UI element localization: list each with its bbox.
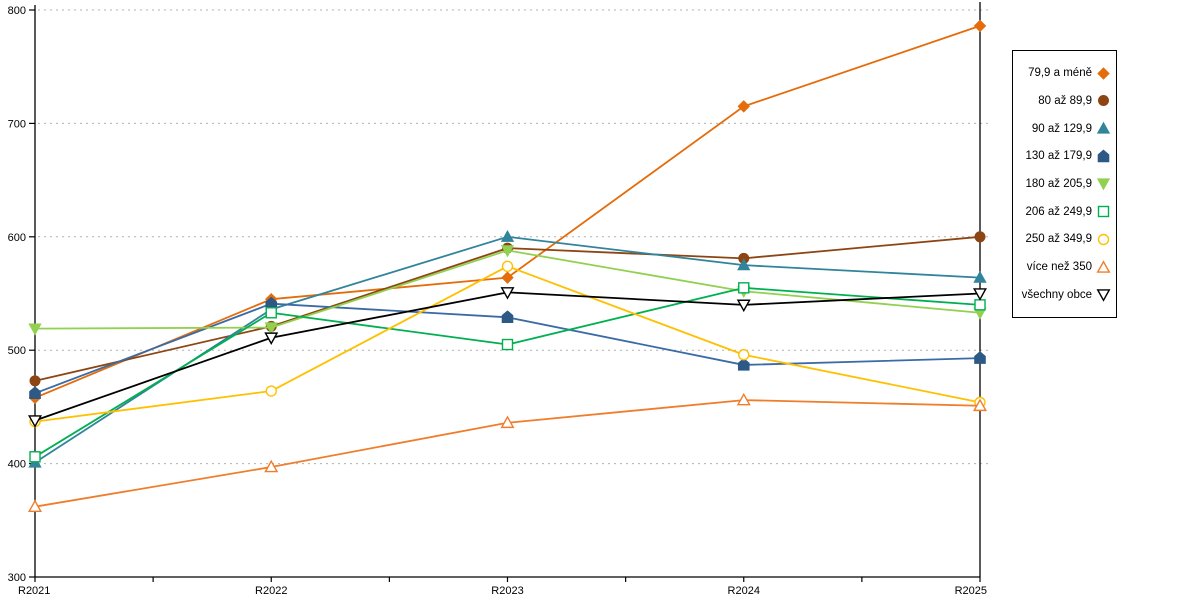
- data-point-marker: [501, 260, 514, 272]
- data-point-marker: [1096, 259, 1111, 273]
- circle-legend-marker-icon: [1097, 233, 1110, 246]
- legend-item: 250 až 349,9: [1015, 232, 1111, 247]
- series-line: [34, 235, 981, 382]
- series-v-echny-obce: [28, 287, 987, 428]
- legend-item: 206 až 249,9: [1015, 204, 1111, 219]
- x-tick-label: R2024: [728, 585, 760, 597]
- data-point-marker: [28, 499, 42, 512]
- pentagon-legend-marker-icon: [1097, 149, 1110, 162]
- y-tick-label: 600: [8, 232, 26, 244]
- triangle-down-legend-marker-icon: [1096, 289, 1111, 302]
- data-point-marker: [264, 322, 278, 335]
- data-point-marker: [1097, 66, 1110, 80]
- x-tick-label: R2022: [255, 585, 287, 597]
- circle-legend-marker-icon: [1098, 95, 1109, 107]
- legend-item: 180 až 205,9: [1015, 176, 1111, 191]
- data-point-marker: [500, 415, 515, 429]
- data-point-marker: [29, 451, 41, 463]
- data-point-marker: [28, 323, 42, 336]
- data-point-marker: [736, 299, 751, 313]
- legend-item: 90 až 129,9: [1015, 121, 1111, 136]
- legend-item: 79,9 a méně: [1015, 66, 1111, 81]
- data-point-marker: [1096, 178, 1111, 191]
- diamond-legend-marker-icon: [1097, 66, 1110, 80]
- triangle-up-legend-marker-icon: [1096, 259, 1111, 273]
- legend-item-label: 206 až 249,9: [1025, 205, 1092, 218]
- data-point-marker: [1097, 233, 1110, 246]
- data-point-marker: [264, 459, 279, 473]
- legend-item-label: 79,9 a méně: [1028, 67, 1092, 80]
- data-point-marker: [736, 392, 751, 406]
- data-point-marker: [29, 375, 41, 387]
- triangle-down-legend-marker-icon: [1096, 178, 1111, 191]
- data-point-marker: [500, 229, 515, 242]
- series-180-a-205-9: [28, 245, 987, 336]
- legend-item: všechny obce: [1015, 287, 1111, 302]
- data-point-marker: [973, 398, 987, 412]
- legend-item: 80 až 89,9: [1015, 93, 1111, 108]
- data-point-marker: [737, 258, 751, 271]
- legend-item-label: všechny obce: [1021, 288, 1092, 301]
- legend: 79,9 a méně 80 až 89,9 90 až 129,9 130 až 1…: [1012, 50, 1117, 318]
- data-point-marker: [1097, 149, 1110, 162]
- x-tick-label: R2023: [491, 585, 523, 597]
- legend-item: 130 až 179,9: [1015, 149, 1111, 164]
- data-point-marker: [28, 415, 42, 428]
- data-point-marker: [738, 282, 750, 294]
- data-point-marker: [973, 270, 987, 283]
- triangle-up-legend-marker-icon: [1096, 121, 1111, 134]
- data-point-marker: [1096, 289, 1111, 302]
- y-tick-label: 400: [8, 459, 26, 471]
- x-tick-label: R2025: [955, 585, 987, 597]
- data-point-marker: [974, 351, 986, 364]
- legend-item-label: 250 až 349,9: [1025, 233, 1092, 246]
- series-130-a-179-9: [29, 296, 986, 399]
- data-point-marker: [265, 307, 277, 319]
- data-point-marker: [973, 288, 987, 301]
- legend-item-label: více než 350: [1026, 261, 1092, 273]
- data-point-marker: [1098, 95, 1109, 107]
- legend-item-label: 80 až 89,9: [1038, 94, 1092, 107]
- series-v-ce-ne-350: [28, 392, 987, 512]
- data-point-marker: [29, 386, 41, 399]
- data-point-marker: [974, 299, 986, 311]
- y-tick-label: 700: [8, 118, 26, 130]
- data-point-marker: [974, 231, 986, 243]
- data-point-marker: [500, 245, 515, 258]
- data-point-marker: [501, 310, 514, 324]
- y-tick-label: 300: [8, 572, 26, 584]
- legend-item-label: 180 až 205,9: [1025, 177, 1092, 190]
- legend-item-label: 130 až 179,9: [1025, 150, 1092, 163]
- x-tick-label: R2021: [18, 585, 50, 597]
- data-point-marker: [1096, 121, 1111, 134]
- square-legend-marker-icon: [1097, 205, 1110, 218]
- data-point-marker: [501, 338, 514, 351]
- data-point-marker: [1097, 205, 1110, 218]
- data-point-marker: [737, 357, 750, 371]
- data-point-marker: [501, 271, 514, 284]
- data-point-marker: [500, 287, 515, 300]
- series-206-a-249-9: [29, 282, 986, 463]
- data-point-marker: [264, 332, 279, 345]
- data-point-marker: [265, 385, 277, 397]
- legend-item: více než 350: [1015, 259, 1111, 275]
- data-point-marker: [973, 19, 987, 33]
- data-point-marker: [738, 349, 750, 361]
- data-point-marker: [737, 100, 750, 113]
- y-tick-label: 800: [8, 5, 26, 17]
- y-tick-label: 500: [8, 345, 26, 357]
- legend-item-label: 90 až 129,9: [1031, 122, 1092, 135]
